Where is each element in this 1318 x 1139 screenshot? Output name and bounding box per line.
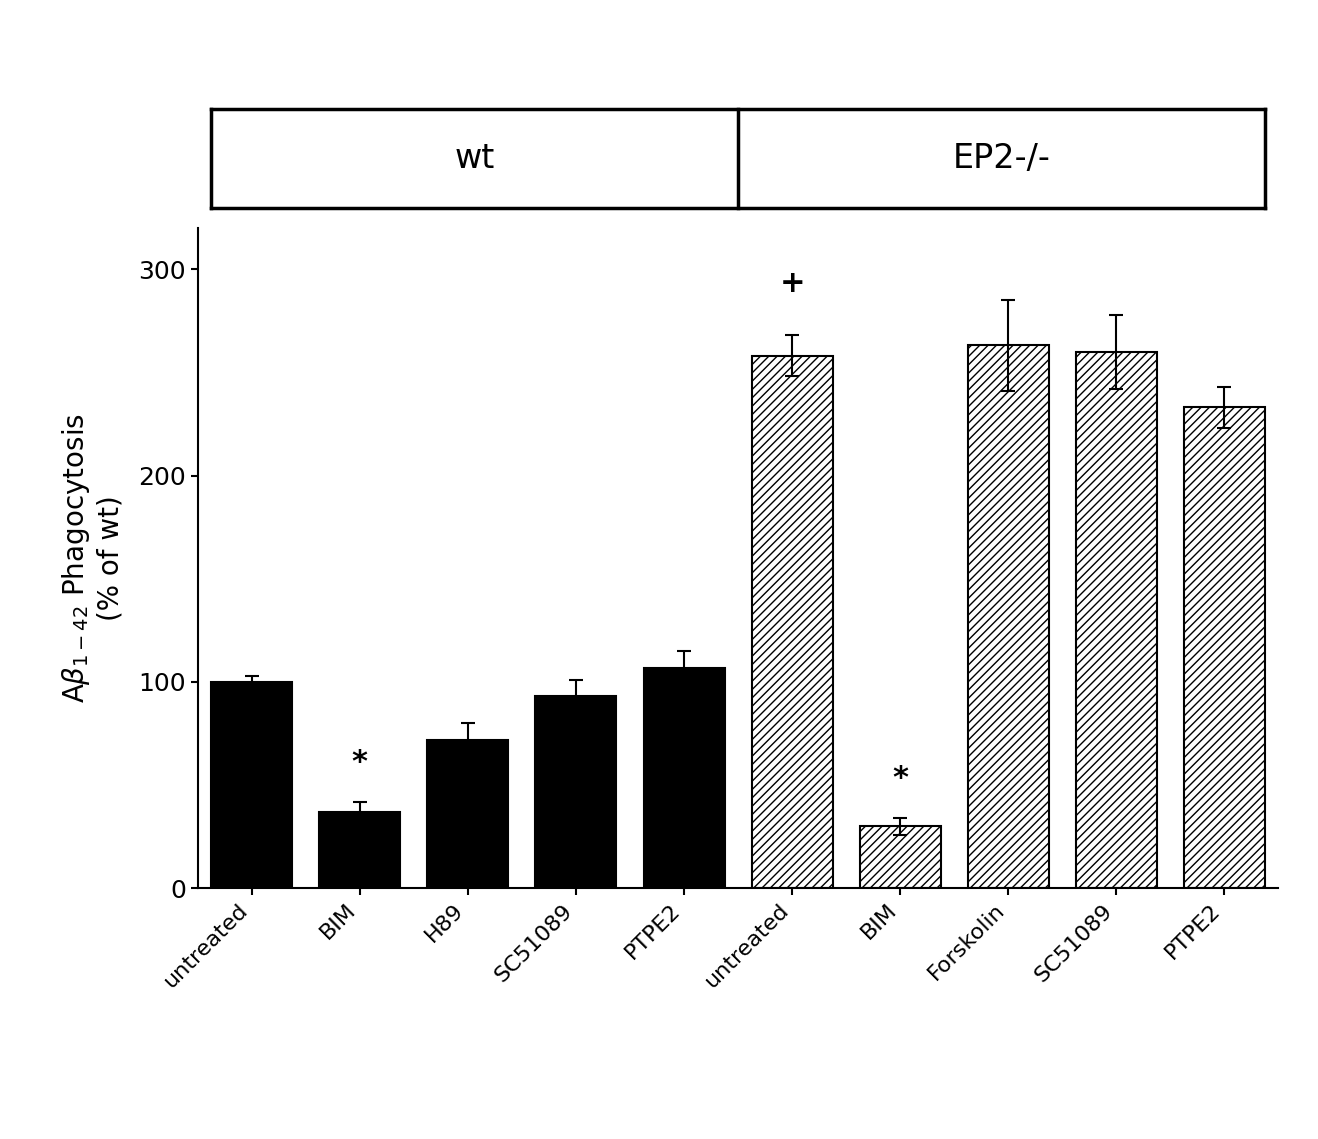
Text: *: * [892, 764, 908, 794]
Bar [751, 355, 833, 888]
Y-axis label: A$\beta_{1-42}$ Phagocytosis
(% of wt): A$\beta_{1-42}$ Phagocytosis (% of wt) [59, 413, 124, 703]
Text: wt: wt [455, 142, 494, 175]
Bar [967, 345, 1049, 888]
Text: EP2-/-: EP2-/- [953, 142, 1050, 175]
Bar [1075, 352, 1157, 888]
Bar [319, 812, 401, 888]
Bar [211, 682, 293, 888]
Text: *: * [352, 748, 368, 777]
Bar [859, 827, 941, 888]
Bar [427, 740, 509, 888]
Bar [535, 696, 617, 888]
Bar [1184, 408, 1265, 888]
Text: +: + [779, 269, 805, 298]
Bar [643, 667, 725, 888]
